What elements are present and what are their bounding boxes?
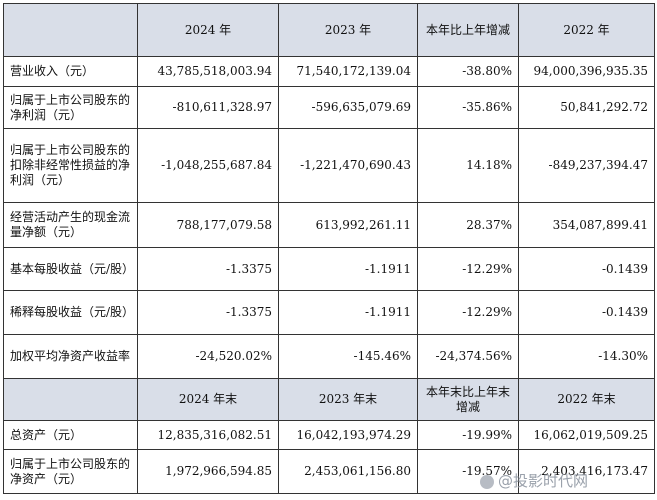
row-label: 经营活动产生的现金流量净额（元）	[3, 202, 138, 248]
table-header-row: 2024 年末 2023 年末 本年末比上年末增减 2022 年末	[3, 378, 655, 421]
row-label: 稀释每股收益（元/股）	[3, 290, 138, 335]
header-2022: 2022 年	[518, 3, 655, 57]
watermark-text: @投影时代网	[498, 472, 589, 490]
table-row: 经营活动产生的现金流量净额（元） 788,177,079.58 613,992,…	[3, 202, 655, 248]
cell-2024: 788,177,079.58	[137, 202, 279, 248]
header-2024: 2024 年	[137, 3, 279, 57]
cell-2023: -145.46%	[278, 334, 418, 379]
cell-change: -19.99%	[417, 420, 519, 450]
table-row: 归属于上市公司股东的扣除非经常性损益的净利润（元） -1,048,255,687…	[3, 128, 655, 203]
cell-2023: 71,540,172,139.04	[278, 56, 418, 87]
cell-2022: 354,087,899.41	[518, 202, 655, 248]
header-2024-end: 2024 年末	[137, 378, 279, 421]
cell-change: -24,374.56%	[417, 334, 519, 379]
table-header-row: 2024 年 2023 年 本年比上年增减 2022 年	[3, 3, 655, 57]
cell-2024: -810,611,328.97	[137, 86, 279, 129]
cell-change: -38.80%	[417, 56, 519, 87]
cell-2024: 43,785,518,003.94	[137, 56, 279, 87]
cell-2023: 16,042,193,974.29	[278, 420, 418, 450]
cell-change: -12.29%	[417, 247, 519, 291]
table-row: 基本每股收益（元/股） -1.3375 -1.1911 -12.29% -0.1…	[3, 247, 655, 291]
header-2023-end: 2023 年末	[278, 378, 418, 421]
cell-2022: -849,237,394.47	[518, 128, 655, 203]
header-empty-cell	[3, 3, 138, 57]
cell-2023: 2,453,061,156.80	[278, 449, 418, 494]
header-2023: 2023 年	[278, 3, 418, 57]
cell-2024: -1.3375	[137, 290, 279, 335]
row-label: 归属于上市公司股东的扣除非经常性损益的净利润（元）	[3, 128, 138, 203]
table-row: 归属于上市公司股东的净利润（元） -810,611,328.97 -596,63…	[3, 86, 655, 129]
cell-2024: -1,048,255,687.84	[137, 128, 279, 203]
header-empty-cell	[3, 378, 138, 421]
cell-2022: 94,000,396,935.35	[518, 56, 655, 87]
table-row: 归属于上市公司股东的净资产（元） 1,972,966,594.85 2,453,…	[3, 449, 655, 494]
table-row: 总资产（元） 12,835,316,082.51 16,042,193,974.…	[3, 420, 655, 450]
cell-2023: -1,221,470,690.43	[278, 128, 418, 203]
cell-2022: 50,841,292.72	[518, 86, 655, 129]
row-label: 归属于上市公司股东的净资产（元）	[3, 449, 138, 494]
cell-2023: -1.1911	[278, 247, 418, 291]
cell-2023: -596,635,079.69	[278, 86, 418, 129]
cell-2024: -24,520.02%	[137, 334, 279, 379]
cell-2023: 613,992,261.11	[278, 202, 418, 248]
row-label: 营业收入（元）	[3, 56, 138, 87]
cell-2024: 1,972,966,594.85	[137, 449, 279, 494]
camera-icon	[480, 474, 494, 489]
cell-2022: -0.1439	[518, 290, 655, 335]
cell-2022: 16,062,019,509.25	[518, 420, 655, 450]
cell-2024: 12,835,316,082.51	[137, 420, 279, 450]
cell-change: -19.57%	[417, 449, 519, 494]
cell-change: -12.29%	[417, 290, 519, 335]
table-row: 稀释每股收益（元/股） -1.3375 -1.1911 -12.29% -0.1…	[3, 290, 655, 335]
cell-change: 28.37%	[417, 202, 519, 248]
cell-change: -35.86%	[417, 86, 519, 129]
header-change: 本年比上年增减	[417, 3, 519, 57]
header-change-end: 本年末比上年末增减	[417, 378, 519, 421]
row-label: 加权平均净资产收益率	[3, 334, 138, 379]
row-label: 基本每股收益（元/股）	[3, 247, 138, 291]
header-2022-end: 2022 年末	[518, 378, 655, 421]
watermark: @投影时代网	[480, 470, 588, 491]
financial-indicators-table: 2024 年 2023 年 本年比上年增减 2022 年 营业收入（元） 43,…	[3, 3, 655, 494]
cell-2022: -14.30%	[518, 334, 655, 379]
row-label: 总资产（元）	[3, 420, 138, 450]
cell-change: 14.18%	[417, 128, 519, 203]
cell-2022: 2,403,416,173.47	[518, 449, 655, 494]
cell-2024: -1.3375	[137, 247, 279, 291]
table-row: 加权平均净资产收益率 -24,520.02% -145.46% -24,374.…	[3, 334, 655, 379]
cell-2023: -1.1911	[278, 290, 418, 335]
table-row: 营业收入（元） 43,785,518,003.94 71,540,172,139…	[3, 56, 655, 87]
row-label: 归属于上市公司股东的净利润（元）	[3, 86, 138, 129]
cell-2022: -0.1439	[518, 247, 655, 291]
